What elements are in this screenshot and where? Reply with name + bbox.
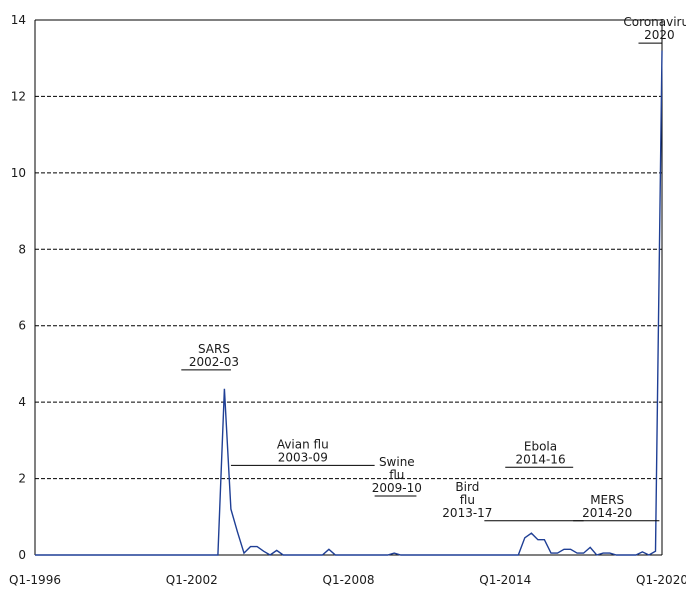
annotation-label: flu [460,493,475,507]
gridlines [35,19,662,480]
y-tick-label: 10 [11,166,26,180]
y-tick-label: 4 [18,395,26,409]
annotation-label: 2002-03 [189,355,239,369]
y-tick-label: 14 [11,13,26,27]
annotation-label: 2014-16 [515,452,565,466]
annotation-label: Avian flu [277,437,329,451]
x-tick-labels: Q1-1996 Q1-2002 Q1-2008 Q1-2014 Q1-2020 [9,573,686,587]
annotation-label: MERS [590,493,624,507]
series-line [35,50,663,556]
annotation-label: Ebola [524,439,557,453]
x-tick-label: Q1-1996 [9,573,61,587]
annotation-label: 2003-09 [278,450,328,464]
y-tick-label: 12 [11,89,26,103]
annotation-label: 2014-20 [582,506,632,520]
y-tick-labels: 0 2 4 6 8 10 12 14 [11,13,26,562]
annotation: Coronavirus2020 [623,15,686,44]
x-tick-label: Q1-2002 [166,573,218,587]
annotation-label: 2020 [644,28,675,42]
x-tick-label: Q1-2008 [323,573,375,587]
x-tick-label: Q1-2014 [479,573,531,587]
annotation-label: SARS [198,342,230,356]
y-tick-label: 0 [18,548,26,562]
annotation-label: Swine [379,455,415,469]
annotation-label: 2009-10 [372,481,422,495]
axes [34,19,663,556]
y-tick-label: 6 [18,319,26,333]
annotation-label: flu [389,468,404,482]
annotation-label: Coronavirus [623,15,686,29]
annotation-label: Bird [455,480,479,494]
annotation-label: 2013-17 [442,506,492,520]
series-group [35,50,663,556]
y-tick-label: 8 [18,242,26,256]
y-tick-label: 2 [18,472,26,486]
x-tick-label: Q1-2020 [636,573,686,587]
